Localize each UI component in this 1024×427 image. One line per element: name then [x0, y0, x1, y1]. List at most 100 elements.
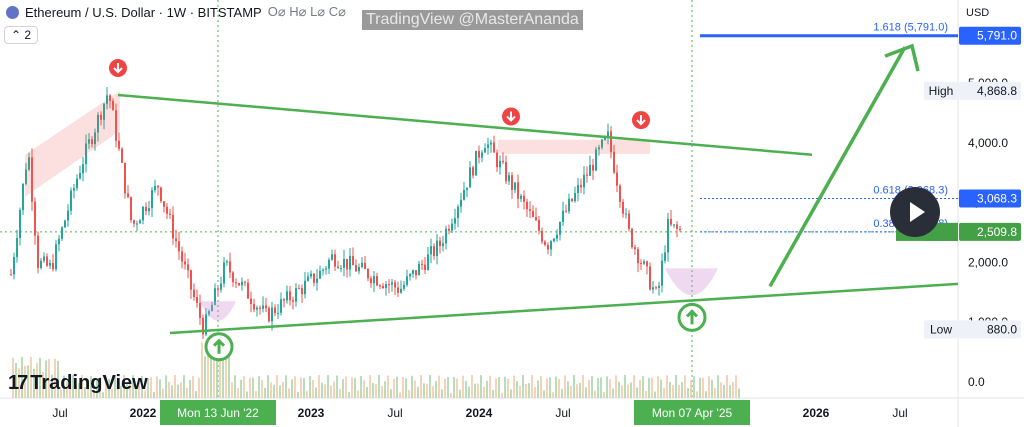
candle-body: [334, 254, 336, 267]
volume-bar: [180, 382, 182, 398]
volume-bar: [705, 391, 707, 398]
candle-body: [529, 209, 531, 211]
volume-bar: [651, 377, 653, 398]
volume-bar: [447, 376, 449, 398]
volume-bar: [483, 386, 485, 398]
candle-body: [259, 307, 261, 309]
candle-body: [532, 210, 534, 218]
candle-body: [421, 263, 423, 265]
candle-body: [190, 270, 192, 290]
volume-bar: [81, 375, 83, 398]
volume-bar: [246, 391, 248, 398]
volume-bar: [186, 387, 188, 398]
volume-bar: [243, 376, 245, 398]
volume-bar: [237, 388, 239, 398]
fib-0618-price-bg: [959, 189, 1021, 208]
price-axis-unit[interactable]: USD: [966, 7, 989, 19]
volume-bar: [195, 391, 197, 398]
candle-body: [454, 218, 456, 224]
volume-bar: [633, 375, 635, 398]
candle-body: [223, 262, 225, 284]
candle-body: [445, 228, 447, 244]
volume-bar: [333, 381, 335, 398]
volume-bar: [192, 376, 194, 398]
volume-bar: [453, 376, 455, 398]
candle-body: [589, 164, 591, 176]
candle-body: [463, 189, 465, 200]
volume-bar: [369, 375, 371, 398]
volume-bar: [309, 376, 311, 398]
candle-body: [16, 238, 18, 258]
volume-bar: [372, 382, 374, 398]
candle-body: [220, 283, 222, 290]
volume-bar: [393, 378, 395, 398]
candle-body: [496, 152, 498, 168]
play-button[interactable]: [890, 187, 940, 237]
volume-bar: [552, 392, 554, 398]
candle-body: [655, 287, 657, 289]
volume-bar: [93, 390, 95, 398]
candle-body: [442, 243, 444, 247]
volume-bar: [405, 378, 407, 398]
price-tag-bg: [924, 320, 958, 339]
candle-body: [514, 182, 516, 190]
candle-body: [187, 264, 189, 271]
volume-bar: [327, 375, 329, 398]
candle-body: [262, 305, 264, 309]
volume-bar: [537, 380, 539, 398]
collapse-indicator-button[interactable]: ⌃ 2: [4, 26, 39, 44]
volume-bar: [564, 375, 566, 398]
candle-body: [193, 289, 195, 298]
volume-bar: [108, 379, 110, 398]
volume-bar: [12, 357, 14, 398]
volume-bar: [363, 380, 365, 398]
y-tick-label: 2,000.0: [968, 255, 1008, 269]
volume-bar: [54, 358, 56, 398]
volume-bar: [477, 383, 479, 398]
volume-bar: [402, 377, 404, 398]
candle-body: [145, 206, 147, 212]
volume-bar: [504, 376, 506, 398]
volume-bar: [39, 357, 41, 398]
volume-bar: [414, 380, 416, 398]
volume-bar: [111, 388, 113, 398]
volume-bar: [510, 389, 512, 398]
volume-bar: [570, 385, 572, 398]
price-tag-bg: [924, 81, 958, 100]
candle-body: [61, 227, 63, 239]
candle-body: [343, 258, 345, 268]
candle-body: [289, 291, 291, 301]
volume-bar: [465, 380, 467, 398]
candle-body: [235, 282, 237, 284]
candle-body: [637, 249, 639, 264]
volume-bar: [534, 386, 536, 398]
candle-body: [364, 262, 366, 270]
candle-body: [619, 185, 621, 202]
ohlc-values: O⌀ H⌀ L⌀ C⌀: [267, 4, 346, 19]
volume-bar: [339, 388, 341, 398]
symbol-title[interactable]: Ethereum / U.S. Dollar · 1W · BITSTAMP: [25, 4, 262, 20]
candle-body: [373, 276, 375, 284]
volume-bar: [276, 375, 278, 398]
chart-header: Ethereum / U.S. Dollar · 1W · BITSTAMP O…: [6, 4, 346, 20]
candle-body: [541, 230, 543, 242]
candle-body: [277, 312, 279, 314]
crosshair-date-label: Mon 13 Jun '22: [177, 406, 259, 420]
volume-bar: [279, 385, 281, 398]
volume-bar: [441, 389, 443, 398]
candle-body: [631, 228, 633, 248]
candle-body: [226, 261, 228, 263]
candle-body: [379, 285, 381, 287]
candle-body: [577, 184, 579, 193]
candle-body: [97, 114, 99, 133]
volume-bar: [273, 384, 275, 398]
low-price-bg: [959, 320, 1021, 339]
volume-bar: [162, 388, 164, 398]
x-tick-label: Jul: [892, 406, 907, 420]
volume-bar: [126, 384, 128, 398]
candle-body: [556, 234, 558, 239]
volume-bar: [606, 376, 608, 398]
candle-body: [139, 220, 141, 224]
volume-bar: [213, 353, 215, 398]
